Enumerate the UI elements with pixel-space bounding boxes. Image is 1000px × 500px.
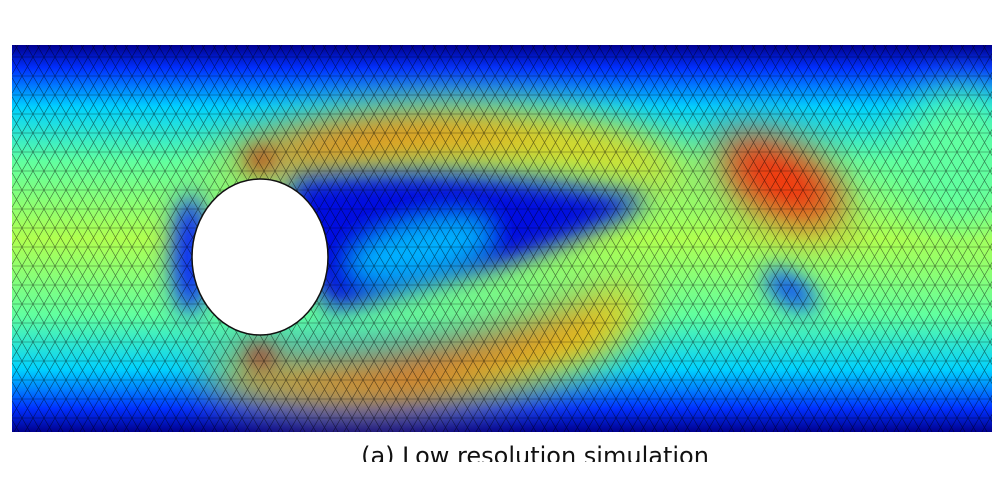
figure: (a) Low resolution simulation xyxy=(12,45,992,462)
simulation-figure: (a) Low resolution simulation xyxy=(12,45,992,462)
cylinder xyxy=(191,178,329,336)
caption: (a) Low resolution simulation xyxy=(361,442,709,462)
velocity-field xyxy=(12,45,992,432)
